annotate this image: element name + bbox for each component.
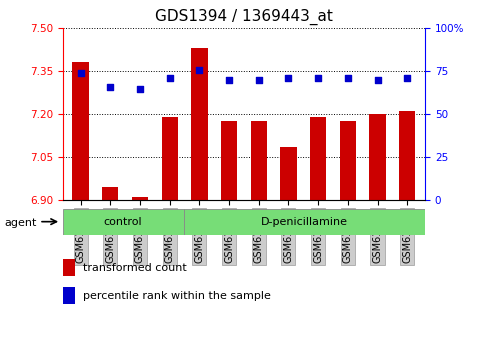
Text: agent: agent (5, 218, 37, 227)
Point (106, 84, 114, 90)
Text: percentile rank within the sample: percentile rank within the sample (83, 290, 270, 300)
Bar (340, 121, 356, 200)
Bar (191, 48, 208, 200)
Bar (399, 111, 415, 200)
Point (136, 86, 144, 92)
Bar (310, 117, 327, 200)
Bar (102, 187, 118, 200)
Bar (369, 114, 386, 200)
Bar (221, 121, 237, 200)
Bar (63, 287, 75, 304)
Bar (63, 209, 184, 235)
Text: transformed count: transformed count (83, 263, 186, 273)
Bar (184, 209, 425, 235)
Point (77, 71, 85, 76)
Point (284, 76, 292, 81)
Bar (132, 197, 148, 200)
Bar (63, 259, 75, 276)
Bar (72, 62, 89, 200)
Point (166, 76, 173, 81)
Point (314, 76, 322, 81)
Point (255, 78, 263, 83)
Point (344, 76, 352, 81)
Bar (280, 147, 297, 200)
Title: GDS1394 / 1369443_at: GDS1394 / 1369443_at (155, 9, 333, 25)
Text: D-penicillamine: D-penicillamine (261, 217, 348, 227)
Bar (251, 121, 267, 200)
Bar (161, 117, 178, 200)
Point (196, 67, 203, 73)
Point (374, 78, 382, 83)
Text: control: control (104, 217, 142, 227)
Point (225, 78, 233, 83)
Point (403, 76, 411, 81)
